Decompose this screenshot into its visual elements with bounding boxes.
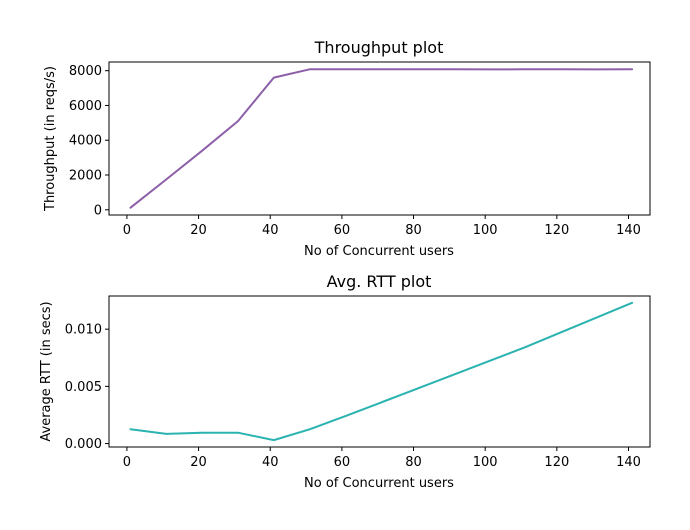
throughput-xtick-label-6: 120	[544, 223, 569, 238]
rtt-ytick-label-0: 0.000	[65, 437, 102, 452]
throughput-ytick-label-1: 2000	[69, 169, 102, 184]
rtt-xtick-label-2: 40	[262, 455, 279, 470]
rtt-xtick-label-6: 120	[544, 455, 569, 470]
rtt-xtick-label-0: 0	[123, 455, 131, 470]
throughput-title: Throughput plot	[314, 38, 444, 57]
rtt-xlabel: No of Concurrent users	[304, 476, 454, 491]
rtt-xtick-label-7: 140	[616, 455, 641, 470]
rtt-ytick-label-2: 0.010	[65, 323, 102, 338]
throughput-xtick-label-5: 100	[473, 223, 498, 238]
rtt-xtick-label-3: 60	[334, 455, 351, 470]
rtt-ytick-label-1: 0.005	[65, 380, 102, 395]
rtt-ylabel: Average RTT (in secs)	[39, 301, 54, 441]
rtt-xtick-label-1: 20	[190, 455, 207, 470]
throughput-xtick-label-7: 140	[616, 223, 641, 238]
throughput-xtick-label-1: 20	[190, 223, 207, 238]
rtt-xtick-label-4: 80	[405, 455, 422, 470]
throughput-xtick-label-2: 40	[262, 223, 279, 238]
throughput-ytick-label-2: 4000	[69, 134, 102, 149]
throughput-xtick-label-0: 0	[123, 223, 131, 238]
throughput-ylabel: Throughput (in reqs/s)	[43, 66, 58, 212]
throughput-ytick-label-3: 6000	[69, 99, 102, 114]
rtt-ticks: 0 20 40 60 80 100 120 140 0.000 0.005 0.010	[65, 323, 641, 470]
throughput-xtick-label-4: 80	[405, 223, 422, 238]
rtt-subplot: Avg. RTT plot No of Concurrent users Ave…	[39, 272, 651, 491]
rtt-axes-frame	[108, 295, 651, 448]
throughput-xlabel: No of Concurrent users	[304, 244, 454, 259]
throughput-axes-frame	[108, 61, 651, 216]
rtt-xtick-label-5: 100	[473, 455, 498, 470]
rtt-series-line-0	[129, 301, 634, 442]
throughput-xtick-label-3: 60	[334, 223, 351, 238]
throughput-plot-area	[129, 68, 634, 209]
throughput-ytick-label-4: 8000	[69, 64, 102, 79]
rtt-plot-area	[129, 301, 634, 442]
throughput-ytick-label-0: 0	[94, 203, 102, 218]
throughput-series-line-0	[129, 68, 634, 209]
rtt-title: Avg. RTT plot	[327, 272, 432, 291]
throughput-subplot: Throughput plot No of Concurrent users T…	[43, 38, 651, 259]
throughput-ticks: 0 20 40 60 80 100 120 140 0 2000 4000 6000 8000	[69, 64, 641, 238]
